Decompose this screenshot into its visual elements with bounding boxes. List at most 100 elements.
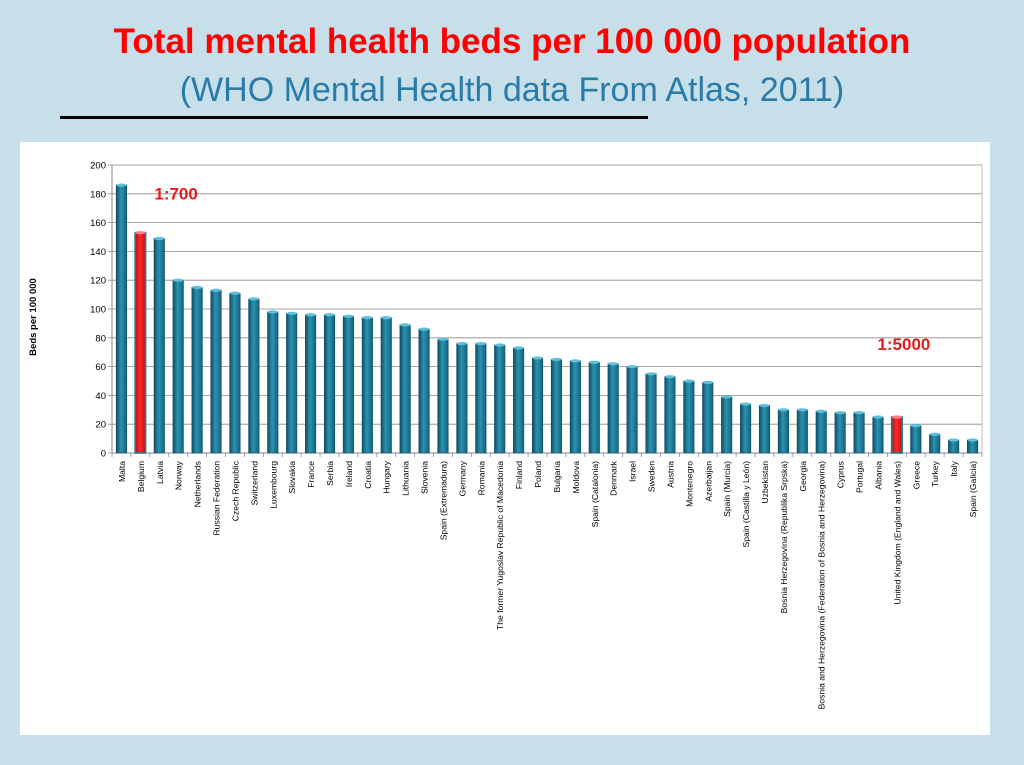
bar-cap: [248, 297, 260, 301]
bar-cap: [589, 360, 600, 364]
bar-body: [890, 416, 903, 454]
y-tick-label: 80: [95, 333, 106, 344]
bar-cap: [380, 316, 392, 320]
annotations: 1:700 1:5000: [154, 185, 930, 354]
bar-body: [399, 324, 411, 454]
x-tick-label: Spain (Galicia): [968, 461, 978, 517]
bars: [115, 183, 979, 454]
x-tick-label: Israel: [628, 461, 638, 482]
x-tick-label: Denmark: [609, 460, 619, 496]
bar-cap: [154, 236, 165, 241]
bar: [531, 356, 544, 454]
bar: [777, 408, 789, 454]
x-tick-label: Luxembourg: [268, 461, 278, 509]
bar: [758, 403, 771, 454]
bar-cap: [721, 395, 732, 399]
bar: [910, 424, 922, 454]
bar: [494, 343, 506, 454]
y-tick-label: 120: [90, 276, 106, 287]
bar-cap: [872, 415, 884, 419]
bar-body: [948, 439, 960, 454]
bar-cap: [210, 288, 222, 292]
bar: [853, 411, 865, 454]
x-tick-label: Slovenia: [420, 461, 430, 494]
bar: [664, 375, 676, 454]
bar-body: [210, 289, 222, 454]
bar-cap: [759, 403, 770, 408]
bar: [323, 313, 336, 454]
x-tick-label: Moldova: [571, 461, 581, 494]
bar-cap: [834, 411, 846, 415]
x-tick-label: Spain (Murcia): [722, 461, 732, 517]
bar-body: [456, 343, 468, 454]
bar-body: [626, 366, 638, 454]
bar: [740, 402, 752, 454]
bar-cap: [532, 356, 543, 360]
x-tick-label: Bosnia and Herzegovina (Federation of Bo…: [817, 461, 827, 710]
bar-body: [134, 231, 147, 454]
bar-body: [267, 311, 279, 454]
y-tick-label: 20: [95, 420, 106, 431]
bar-cap: [910, 424, 922, 428]
x-tick-label: Lithuania: [401, 461, 411, 496]
y-tick-label: 160: [90, 218, 106, 229]
slide-title: Total mental health beds per 100 000 pop…: [113, 22, 911, 61]
highlighted-bar: [890, 415, 903, 454]
y-tick-label: 140: [90, 247, 106, 258]
x-tick-label: The former Yugoslav Republic of Macedoni…: [495, 461, 505, 630]
bar-body: [172, 279, 184, 454]
bar-body: [437, 338, 449, 454]
bar: [569, 359, 581, 454]
x-tick-label: Uzbekistan: [760, 461, 770, 504]
bar-chart: 0 20 40 60 80 100 120 140 160 180 200 Malta Belgium…: [28, 161, 983, 709]
y-tick-label: 0: [101, 449, 106, 460]
bar-body: [721, 396, 733, 454]
x-tick-label: Croatia: [363, 461, 373, 489]
x-tick-label: Azerbaijan: [703, 461, 713, 502]
bar-body: [153, 238, 165, 454]
bar-cap: [343, 314, 354, 318]
x-tick-label: Slovakia: [287, 461, 297, 494]
x-tick-label: Italy: [949, 460, 959, 476]
bar-body: [872, 416, 884, 454]
bar-cap: [815, 409, 827, 413]
bar-cap: [418, 327, 430, 331]
y-tick-label: 60: [95, 362, 106, 373]
bar: [834, 411, 846, 454]
y-tick-labels: 0 20 40 60 80 100 120 140 160 180 200: [90, 161, 106, 460]
bar: [948, 438, 960, 454]
bar-cap: [456, 341, 468, 346]
bar-cap: [664, 375, 676, 379]
bar-body: [702, 382, 714, 454]
bar-cap: [286, 311, 297, 315]
bar-cap: [399, 323, 411, 327]
bar: [286, 311, 298, 454]
x-tick-label: Poland: [533, 461, 543, 488]
x-tick-label: Ireland: [344, 461, 354, 487]
bar-cap: [513, 346, 524, 350]
bar: [721, 395, 733, 454]
bar: [456, 341, 468, 454]
bar-body: [777, 409, 789, 454]
bar: [115, 183, 128, 454]
bar: [210, 288, 222, 454]
bar-body: [475, 343, 487, 454]
y-tick-label: 40: [95, 391, 106, 402]
bar: [796, 408, 808, 454]
bar-cap: [551, 357, 562, 361]
bar-body: [966, 439, 979, 454]
x-tick-label: Hungary: [382, 460, 392, 493]
x-tick-label: United Kingdom (England and Wales): [892, 461, 902, 605]
bar: [645, 372, 657, 454]
bar-body: [645, 373, 657, 454]
bar-body: [494, 344, 506, 454]
annotation-label: 1:5000: [877, 335, 930, 354]
y-tick-label: 200: [90, 161, 106, 172]
bar-body: [115, 184, 128, 454]
bar: [683, 379, 695, 454]
bar-cap: [797, 408, 808, 412]
x-tick-labels: Malta Belgium Latvia Norway Netherlands Russi…: [117, 460, 978, 709]
bar-cap: [702, 380, 714, 385]
bar: [966, 438, 979, 454]
x-tick-label: Romania: [476, 461, 486, 496]
